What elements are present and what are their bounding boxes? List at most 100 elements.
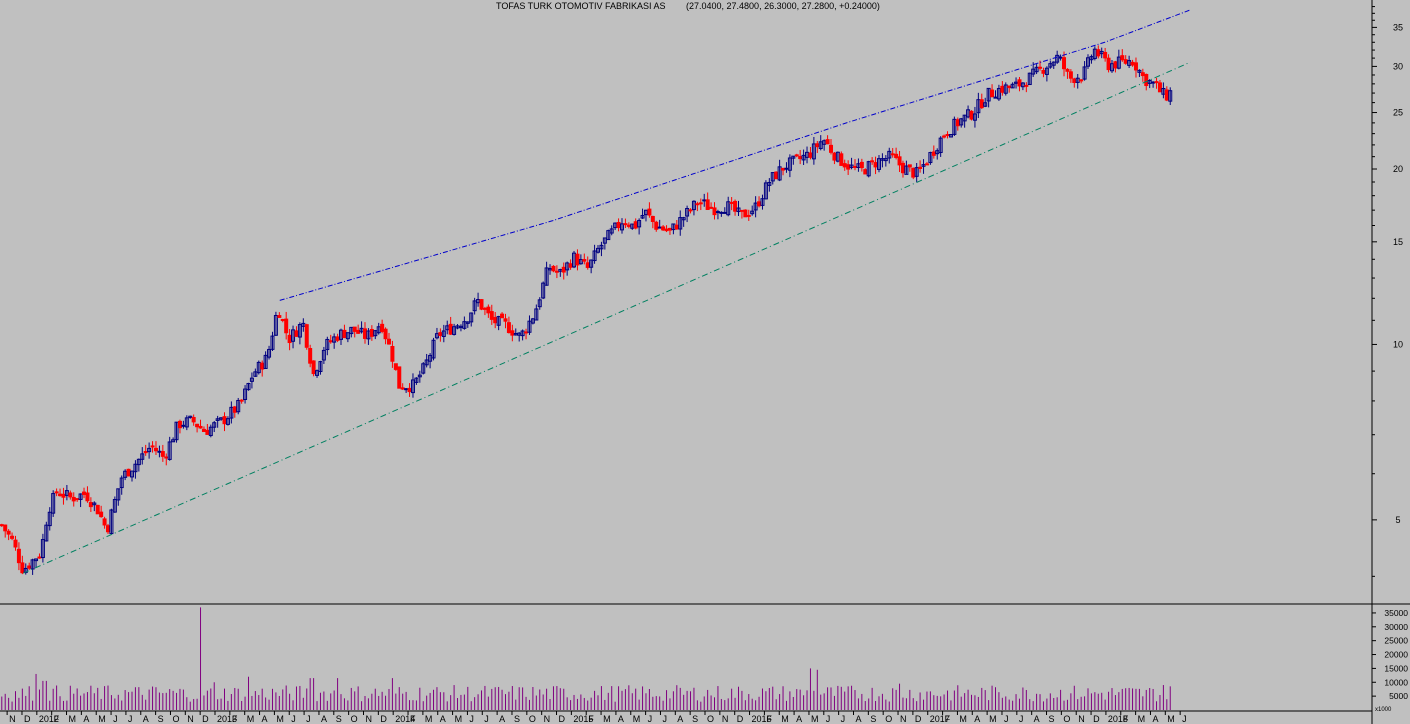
candle-body	[397, 366, 402, 389]
candle-body	[722, 211, 727, 214]
candle-body	[1007, 85, 1012, 89]
candle-body	[181, 424, 186, 427]
candle-body	[30, 559, 35, 570]
time-tick-label: S	[514, 714, 520, 724]
time-tick-label: S	[158, 714, 164, 724]
candle-body	[253, 371, 258, 377]
candle-body	[177, 420, 182, 429]
time-tick-label: J	[1182, 714, 1187, 724]
candle-body	[342, 329, 347, 339]
candle-body	[842, 163, 847, 168]
time-tick-label: J	[306, 714, 311, 724]
time-tick-label: N	[900, 714, 907, 724]
candle-body	[263, 354, 268, 369]
candle-body	[273, 315, 278, 336]
candle-body	[1103, 51, 1108, 59]
candle-body	[1034, 66, 1039, 73]
volume-series	[1, 607, 1171, 710]
candle-body	[1168, 90, 1173, 102]
candle-body	[674, 224, 679, 230]
time-tick-label: F	[766, 714, 772, 724]
candle-body	[270, 335, 275, 350]
candle-body	[51, 493, 56, 514]
time-tick-label: J	[113, 714, 118, 724]
candle-body	[990, 89, 995, 98]
time-tick-label: 2014	[395, 714, 415, 724]
candle-body	[839, 153, 844, 166]
candle-body	[1041, 70, 1046, 74]
candle-body	[774, 171, 779, 180]
candle-body	[140, 453, 145, 460]
candle-body	[945, 134, 950, 137]
candle-body	[698, 202, 703, 205]
candle-body	[99, 511, 104, 518]
candle-body	[61, 493, 66, 498]
candle-body	[496, 316, 501, 326]
candle-body	[1068, 71, 1073, 79]
candle-body	[171, 439, 176, 443]
candle-body	[876, 158, 881, 170]
time-tick-label: O	[351, 714, 358, 724]
candle-body	[328, 340, 333, 343]
time-tick-label: M	[69, 714, 77, 724]
candle-body	[955, 119, 960, 127]
time-tick-label: A	[143, 714, 149, 724]
candle-body	[88, 502, 93, 508]
candle-body	[1140, 72, 1145, 77]
candle-body	[1062, 57, 1067, 70]
time-tick-label: O	[1063, 714, 1070, 724]
time-tick-label: S	[870, 714, 876, 724]
candle-body	[544, 267, 549, 286]
time-tick-label: A	[974, 714, 980, 724]
candle-body	[129, 470, 134, 478]
volume-tick-label: 15000	[1384, 663, 1408, 673]
time-tick-label: S	[1049, 714, 1055, 724]
candle-body	[524, 331, 529, 334]
candle-body	[784, 167, 789, 170]
candle-body	[174, 421, 179, 441]
time-tick-label: A	[83, 714, 89, 724]
candle-body	[729, 201, 734, 204]
candle-body	[640, 214, 645, 219]
candle-body	[44, 524, 49, 542]
volume-tick-label: 5000	[1389, 691, 1408, 701]
candle-body	[1137, 69, 1142, 73]
time-tick-label: D	[202, 714, 209, 724]
candle-body	[654, 221, 659, 230]
candle-body	[201, 428, 206, 433]
time-tick-label: F	[54, 714, 60, 724]
candle-body	[619, 223, 624, 231]
candle-body	[75, 498, 80, 501]
candle-body	[13, 539, 18, 548]
candle-body	[681, 217, 686, 221]
candle-body	[143, 451, 148, 454]
candle-body	[1154, 81, 1159, 84]
candle-body	[931, 151, 936, 156]
candle-body	[626, 224, 631, 227]
candle-body	[160, 451, 165, 457]
candle-body	[952, 118, 957, 135]
ohlc-readout: (27.0400, 27.4800, 26.3000, 27.2800, +0.…	[686, 1, 880, 11]
time-tick-label: M	[959, 714, 967, 724]
candle-body	[1000, 85, 1005, 93]
candle-body	[294, 330, 299, 337]
candle-body	[551, 265, 556, 272]
time-tick-label: N	[1078, 714, 1085, 724]
candle-body	[996, 88, 1001, 100]
candle-body	[739, 209, 744, 212]
time-tick-label: S	[692, 714, 698, 724]
candle-body	[743, 209, 748, 218]
candle-body	[983, 102, 988, 107]
candle-body	[164, 456, 169, 459]
candle-body	[102, 518, 107, 526]
candle-body	[27, 565, 32, 569]
candle-body	[798, 156, 803, 160]
candle-body	[1133, 62, 1138, 71]
candle-body	[969, 110, 974, 120]
candle-body	[829, 144, 834, 153]
candle-body	[832, 152, 837, 161]
time-tick-label: F	[945, 714, 951, 724]
candle-body	[1157, 82, 1162, 93]
candle-body	[243, 388, 248, 401]
time-tick-label: A	[796, 714, 802, 724]
